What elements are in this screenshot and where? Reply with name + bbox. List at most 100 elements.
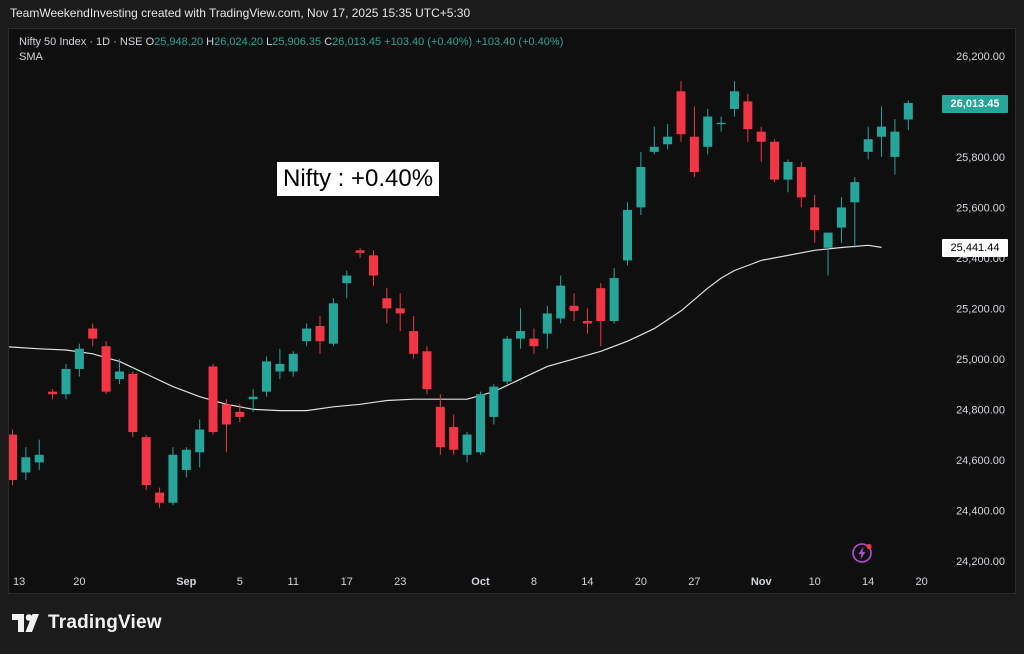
candle[interactable] [502,336,512,385]
candle[interactable] [61,363,71,400]
x-tick-label: 5 [237,576,243,588]
candle-body [128,374,138,433]
candle[interactable] [823,232,833,276]
candle[interactable] [529,328,539,354]
chart-panel[interactable]: 26,200.0026,000.0025,800.0025,600.0025,4… [8,28,1016,594]
candle[interactable] [288,351,298,377]
candle[interactable] [783,159,793,193]
candle[interactable] [489,384,499,425]
candle-body [890,131,900,157]
candle[interactable] [114,358,124,385]
candle[interactable] [796,161,806,208]
candle[interactable] [235,404,245,422]
y-tick-label: 25,000.00 [956,354,1005,366]
x-tick-label: 8 [531,576,537,588]
candle-body [34,454,44,463]
legend-close-value: 26,013.45 [332,36,382,48]
candle-body [409,331,419,354]
candle[interactable] [101,341,111,395]
candle[interactable] [850,177,860,248]
candle-body [74,348,84,369]
candle[interactable] [770,139,780,183]
candle[interactable] [34,439,44,470]
candle[interactable] [609,267,619,324]
candle[interactable] [248,389,258,412]
candle-body [582,320,592,324]
candle[interactable] [449,414,459,455]
candle[interactable] [275,348,285,380]
candle[interactable] [582,308,592,334]
candle-body [48,391,58,395]
candle[interactable] [315,315,325,354]
candle[interactable] [302,323,312,347]
candle[interactable] [155,487,165,508]
candle[interactable] [556,275,566,324]
candle[interactable] [88,323,98,347]
candle[interactable] [48,389,58,400]
candlestick-chart[interactable]: 26,200.0026,000.0025,800.0025,600.0025,4… [9,29,1015,593]
candle[interactable] [676,81,686,142]
candle[interactable] [703,108,713,155]
candle[interactable] [462,432,472,463]
candle[interactable] [141,434,151,491]
annotation-label: Nifty : +0.40% [277,162,440,196]
candle[interactable] [475,391,485,455]
candle[interactable] [877,106,887,157]
candle[interactable] [355,247,365,258]
candle[interactable] [516,308,526,349]
legend-high-label: H [206,36,215,48]
candle-body [235,411,245,417]
candle[interactable] [729,81,739,117]
candle[interactable] [623,202,633,266]
candle-body [756,131,766,142]
candle[interactable] [716,116,726,132]
candle[interactable] [596,283,606,347]
candle-body [489,386,499,417]
flash-alert-icon[interactable] [851,542,873,564]
candle[interactable] [368,250,378,286]
candle-body [315,326,325,342]
candle-body [101,346,111,392]
candle[interactable] [342,270,352,299]
candle[interactable] [422,346,432,395]
candle[interactable] [328,298,338,347]
candle[interactable] [542,305,552,349]
candle[interactable] [395,293,405,332]
candle-body [689,136,699,173]
candle-body [475,394,485,453]
candle[interactable] [689,106,699,178]
candle[interactable] [863,126,873,160]
candle[interactable] [382,288,392,324]
candle[interactable] [636,151,646,215]
legend-indicator-sma[interactable]: SMA [19,51,43,63]
candle[interactable] [756,126,766,162]
candle[interactable] [208,363,218,435]
candle[interactable] [409,315,419,359]
candle[interactable] [649,126,659,155]
candle[interactable] [836,197,846,243]
candle[interactable] [743,93,753,142]
x-tick-label: 17 [341,576,353,588]
candle[interactable] [168,447,178,506]
y-tick-label: 25,200.00 [956,303,1005,315]
candle[interactable] [21,447,31,481]
tradingview-brand[interactable]: TradingView [12,612,162,634]
candle[interactable] [128,371,138,438]
candle[interactable] [195,419,205,468]
x-tick-label: 27 [688,576,700,588]
candle[interactable] [435,394,445,455]
candle[interactable] [569,293,579,321]
candle[interactable] [903,100,913,131]
candle[interactable] [663,124,673,150]
candle[interactable] [810,194,820,243]
x-tick-label: 13 [13,576,25,588]
legend-close-label: C [324,36,333,48]
candle-body [181,449,191,470]
candle[interactable] [262,356,272,397]
candle-body [609,278,619,321]
candle[interactable] [74,343,84,377]
candle[interactable] [181,447,191,478]
candle[interactable] [221,399,231,453]
candle[interactable] [890,119,900,175]
candle[interactable] [9,429,17,486]
